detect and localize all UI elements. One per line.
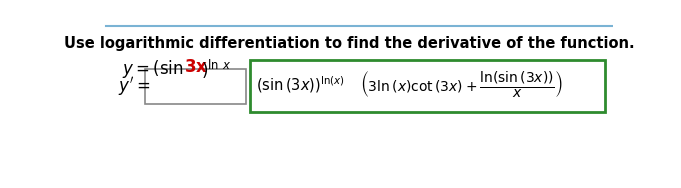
Bar — [250, 60, 605, 112]
Bar — [145, 69, 246, 104]
Text: $\mathrm{)}^{\mathrm{ln}\ \mathit{x}}$: $\mathrm{)}^{\mathrm{ln}\ \mathit{x}}$ — [201, 58, 231, 81]
Text: $\left(3\ln\left(x\right)\cot\left(3x\right)+\dfrac{\ln\!\left(\sin\left(3x\righ: $\left(3\ln\left(x\right)\cot\left(3x\ri… — [360, 69, 563, 99]
Text: $\mathit{y} = (\mathrm{sin}\ $: $\mathit{y} = (\mathrm{sin}\ $ — [122, 58, 184, 80]
Text: $(\sin{(3x)})^{\ln(x)}$: $(\sin{(3x)})^{\ln(x)}$ — [255, 74, 345, 95]
Text: Use logarithmic differentiation to find the derivative of the function.: Use logarithmic differentiation to find … — [64, 36, 635, 52]
Text: $\mathbf{3x}$: $\mathbf{3x}$ — [184, 58, 208, 76]
Text: $\mathit{y'} =$: $\mathit{y'} =$ — [118, 75, 151, 98]
